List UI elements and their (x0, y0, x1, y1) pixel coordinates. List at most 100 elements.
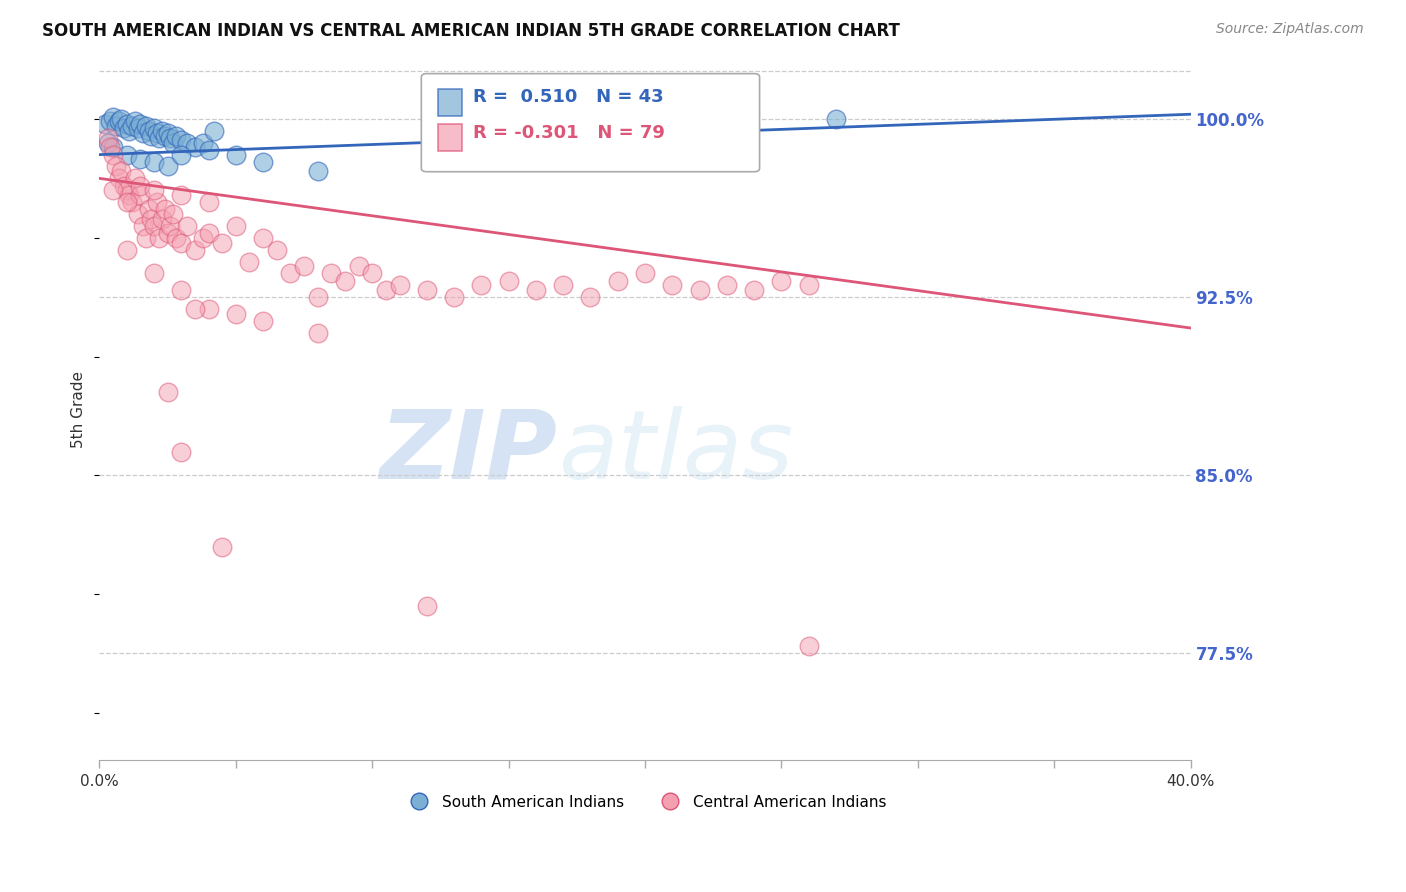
Point (124, 114, 146, 128)
Point (141, 211, 163, 226)
Point (138, 124, 160, 138)
Point (176, 219, 198, 233)
Point (107, 171, 129, 186)
Point (307, 290, 329, 304)
Point (156, 160, 179, 174)
Point (280, 267, 302, 281)
Point (101, 110, 124, 124)
Point (159, 131, 181, 145)
Point (553, 278, 575, 293)
Point (524, 283, 547, 297)
Point (156, 385, 179, 400)
Point (107, 114, 129, 128)
Point (252, 231, 274, 245)
Point (101, 183, 124, 197)
Point (716, 278, 738, 293)
Point (197, 143, 219, 157)
Point (416, 283, 439, 297)
Point (129, 188, 152, 202)
Point (634, 267, 657, 281)
Point (124, 171, 146, 186)
Point (292, 260, 315, 274)
Point (98, 140, 121, 154)
Point (184, 243, 207, 257)
Point (148, 131, 170, 145)
Point (579, 290, 602, 304)
Point (97, 131, 120, 145)
Point (225, 219, 247, 233)
Point (135, 119, 157, 133)
Point (127, 207, 149, 221)
Point (143, 267, 166, 281)
Text: ZIP: ZIP (380, 406, 558, 499)
Point (101, 140, 124, 154)
Point (150, 211, 173, 226)
Point (115, 243, 138, 257)
Point (202, 124, 225, 138)
Point (138, 202, 160, 217)
Point (135, 231, 157, 245)
Point (374, 283, 396, 297)
Point (470, 278, 492, 293)
Point (825, 112, 848, 126)
Text: atlas: atlas (558, 406, 793, 499)
Point (110, 164, 132, 178)
Point (162, 207, 184, 221)
Point (443, 290, 465, 304)
Point (104, 119, 127, 133)
Point (153, 202, 176, 217)
Point (770, 273, 793, 287)
Point (742, 283, 765, 297)
Point (252, 314, 274, 328)
Point (170, 283, 193, 297)
FancyBboxPatch shape (437, 124, 461, 151)
Point (156, 126, 179, 140)
Point (162, 136, 184, 150)
Point (145, 195, 167, 210)
Point (606, 273, 628, 287)
Point (165, 231, 187, 245)
Point (143, 121, 166, 136)
Point (121, 195, 143, 210)
Point (121, 119, 143, 133)
Point (97, 136, 120, 150)
Point (184, 301, 207, 316)
Point (416, 599, 439, 613)
Point (159, 219, 181, 233)
Point (333, 273, 356, 287)
Point (150, 124, 173, 138)
Point (307, 164, 329, 178)
Point (112, 178, 135, 193)
Point (132, 126, 155, 140)
Point (197, 301, 219, 316)
Point (797, 278, 820, 293)
Point (225, 147, 247, 161)
Text: SOUTH AMERICAN INDIAN VS CENTRAL AMERICAN INDIAN 5TH GRADE CORRELATION CHART: SOUTH AMERICAN INDIAN VS CENTRAL AMERICA… (42, 22, 900, 40)
Point (238, 254, 260, 268)
Point (115, 117, 138, 131)
Point (101, 147, 124, 161)
Point (129, 117, 152, 131)
Point (197, 195, 219, 210)
Point (211, 540, 233, 554)
Point (153, 128, 176, 143)
Point (118, 188, 141, 202)
Point (129, 178, 152, 193)
Point (148, 231, 170, 245)
Point (94, 117, 117, 131)
Point (797, 640, 820, 654)
Point (165, 128, 187, 143)
Point (170, 133, 193, 147)
Point (184, 140, 207, 154)
Point (118, 124, 141, 138)
Point (498, 273, 520, 287)
Point (115, 147, 138, 161)
Legend: South American Indians, Central American Indians: South American Indians, Central American… (398, 789, 893, 816)
Point (388, 278, 411, 293)
Point (170, 235, 193, 250)
Point (347, 260, 370, 274)
Point (110, 112, 132, 126)
Point (115, 183, 138, 197)
FancyBboxPatch shape (422, 74, 759, 172)
Point (143, 183, 166, 197)
